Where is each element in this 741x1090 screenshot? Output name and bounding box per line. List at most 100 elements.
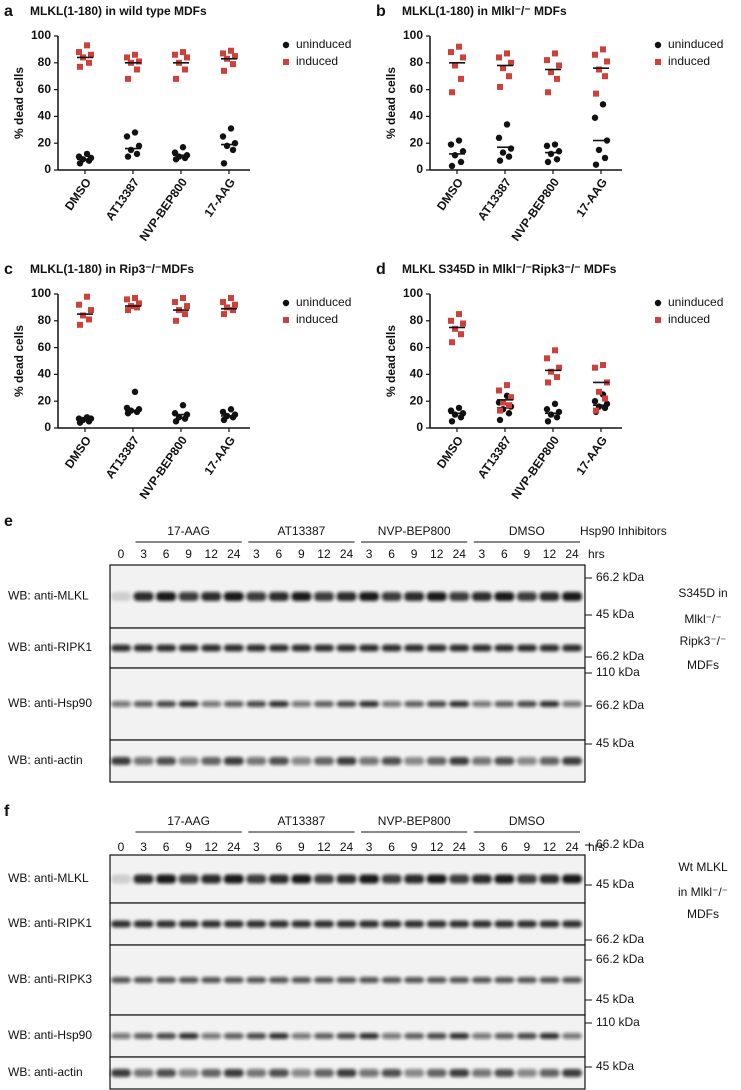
y-tick-label: 20 — [410, 135, 424, 149]
band — [562, 977, 582, 983]
side-label: Ripk3⁻/⁻ — [680, 634, 727, 648]
legend-label: induced — [668, 54, 710, 68]
band — [359, 592, 380, 601]
band — [313, 644, 334, 652]
data-point — [230, 61, 236, 68]
band — [494, 701, 515, 707]
data-point — [80, 312, 86, 319]
bands — [111, 701, 582, 707]
data-point — [131, 129, 139, 136]
data-point — [497, 407, 503, 414]
data-point — [459, 148, 467, 155]
band — [246, 874, 267, 884]
band — [449, 977, 470, 983]
band — [539, 644, 560, 652]
band — [133, 920, 154, 928]
band — [291, 757, 312, 765]
band — [201, 592, 222, 601]
marker-label: 66.2 kDa — [596, 698, 644, 712]
data-point — [592, 161, 600, 168]
chart-panel: a MLKL(1-180) in wild type MDFs % dead cel… — [4, 3, 351, 243]
x-tick-label: DMSO — [434, 176, 466, 214]
data-point — [449, 89, 455, 96]
band — [562, 1069, 582, 1077]
bands — [111, 920, 582, 928]
y-tick-label: 40 — [410, 367, 424, 381]
data-point — [231, 411, 239, 418]
band — [268, 920, 289, 928]
lane-label: 24 — [340, 547, 354, 561]
data-point — [495, 134, 503, 142]
band — [223, 644, 244, 652]
data-point — [131, 388, 139, 396]
data-point — [596, 388, 602, 395]
side-label: S345D in — [678, 586, 727, 600]
data-point — [452, 62, 458, 69]
band — [291, 1033, 312, 1039]
band — [426, 1069, 447, 1077]
band — [494, 1033, 515, 1039]
band — [516, 592, 537, 601]
band — [471, 1033, 492, 1039]
band — [156, 1033, 177, 1039]
band — [111, 1069, 131, 1077]
band — [133, 592, 154, 601]
y-tick-label: 100 — [31, 286, 51, 300]
band — [246, 757, 267, 765]
band — [313, 1033, 334, 1039]
lane-label: 12 — [205, 547, 219, 561]
band — [359, 1033, 380, 1039]
band — [381, 757, 402, 765]
band — [223, 1069, 244, 1077]
data-point — [591, 398, 599, 405]
band — [516, 644, 537, 652]
marker-label: 66.2 kDa — [596, 932, 644, 946]
band — [156, 592, 177, 601]
band — [111, 644, 131, 652]
y-tick-label: 20 — [410, 393, 424, 407]
data-point — [124, 54, 130, 61]
y-tick-label: 0 — [44, 162, 51, 176]
legend-marker — [283, 59, 289, 65]
y-tick-label: 80 — [410, 313, 424, 327]
lane-label: 24 — [227, 840, 241, 854]
band — [449, 1069, 470, 1077]
data-point — [544, 355, 550, 362]
data-point — [543, 142, 551, 150]
band — [246, 701, 267, 707]
band — [494, 977, 515, 983]
data-point — [448, 317, 454, 324]
bands — [111, 1033, 582, 1039]
band — [562, 592, 582, 601]
lane-label: 9 — [411, 547, 418, 561]
band — [133, 874, 154, 884]
x-tick-label: AT13387 — [475, 433, 514, 481]
band — [223, 1033, 244, 1039]
band — [133, 757, 154, 765]
data-point — [448, 49, 454, 56]
data-point — [219, 133, 227, 140]
data-point — [503, 121, 511, 128]
band — [313, 1069, 334, 1077]
band — [178, 592, 199, 601]
data-point — [547, 411, 555, 418]
x-tick-label: DMSO — [434, 434, 466, 472]
marker-label: 66.2 kDa — [596, 649, 644, 663]
data-point — [134, 66, 140, 73]
data-point — [556, 62, 562, 69]
band — [178, 874, 199, 884]
data-point — [603, 400, 611, 408]
data-point — [599, 101, 607, 108]
band — [516, 701, 537, 707]
y-tick-label: 40 — [38, 109, 52, 123]
band — [494, 644, 515, 652]
x-tick-label: NVP-BEP800 — [509, 433, 563, 501]
data-point — [86, 316, 92, 323]
lane-label: 9 — [185, 840, 192, 854]
data-point — [553, 156, 561, 163]
bands — [111, 644, 582, 652]
data-point — [544, 57, 550, 64]
data-point — [592, 51, 598, 58]
side-label: Mlkl⁻/⁻ — [684, 612, 721, 626]
bands — [111, 592, 582, 601]
